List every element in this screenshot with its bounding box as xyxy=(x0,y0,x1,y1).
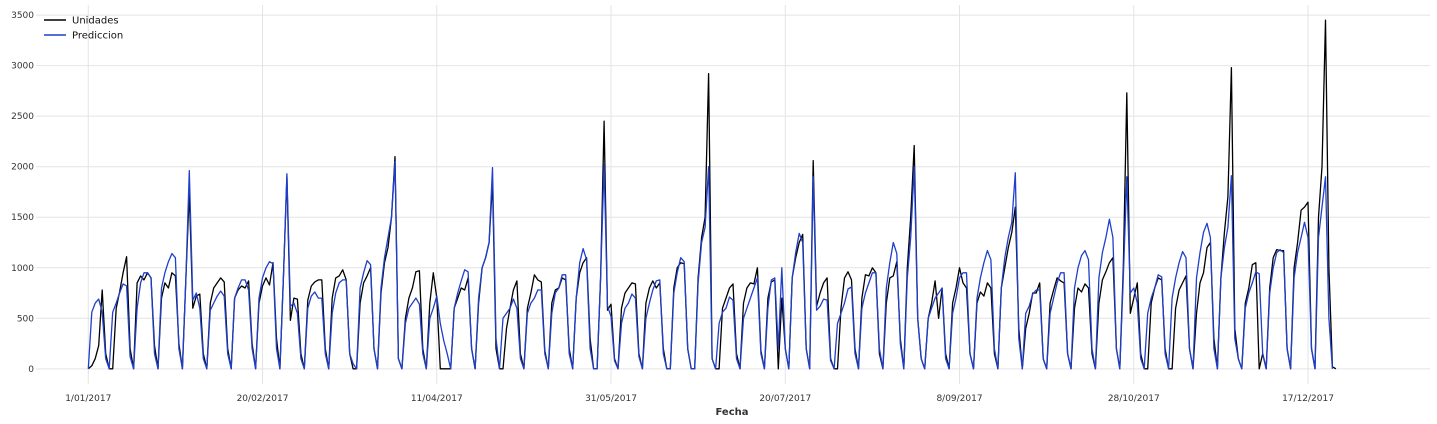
y-tick-label: 2000 xyxy=(11,163,34,173)
series-line-prediccion xyxy=(87,161,1334,370)
legend-label: Prediccion xyxy=(72,31,123,42)
y-tick-label: 3500 xyxy=(11,11,34,21)
x-tick-label: 8/09/2017 xyxy=(936,394,982,404)
y-tick-label: 1500 xyxy=(11,213,34,223)
y-tick-label: 1000 xyxy=(11,264,34,274)
y-axis-ticks: 0 500 1000 1500 2000 2500 3000 3500 xyxy=(11,11,34,375)
x-tick-label: 31/05/2017 xyxy=(585,394,637,404)
x-tick-label: 17/12/2017 xyxy=(1282,394,1334,404)
x-tick-label: 11/04/2017 xyxy=(411,394,463,404)
x-axis-ticks: 1/01/2017 20/02/2017 11/04/2017 31/05/2017 2… xyxy=(65,394,1334,404)
y-tick-label: 500 xyxy=(17,314,34,324)
y-tick-label: 2500 xyxy=(11,112,34,122)
x-tick-label: 1/01/2017 xyxy=(65,394,111,404)
x-tick-label: 28/10/2017 xyxy=(1108,394,1160,404)
x-tick-label: 20/07/2017 xyxy=(759,394,811,404)
x-axis-label: Fecha xyxy=(715,407,748,418)
y-tick-label: 0 xyxy=(28,365,34,375)
series-layer xyxy=(87,19,1337,370)
legend: Unidades Prediccion xyxy=(44,16,123,42)
y-tick-label: 3000 xyxy=(11,62,34,72)
grid-layer xyxy=(36,5,1430,384)
legend-label: Unidades xyxy=(72,16,119,27)
x-tick-label: 20/02/2017 xyxy=(237,394,289,404)
